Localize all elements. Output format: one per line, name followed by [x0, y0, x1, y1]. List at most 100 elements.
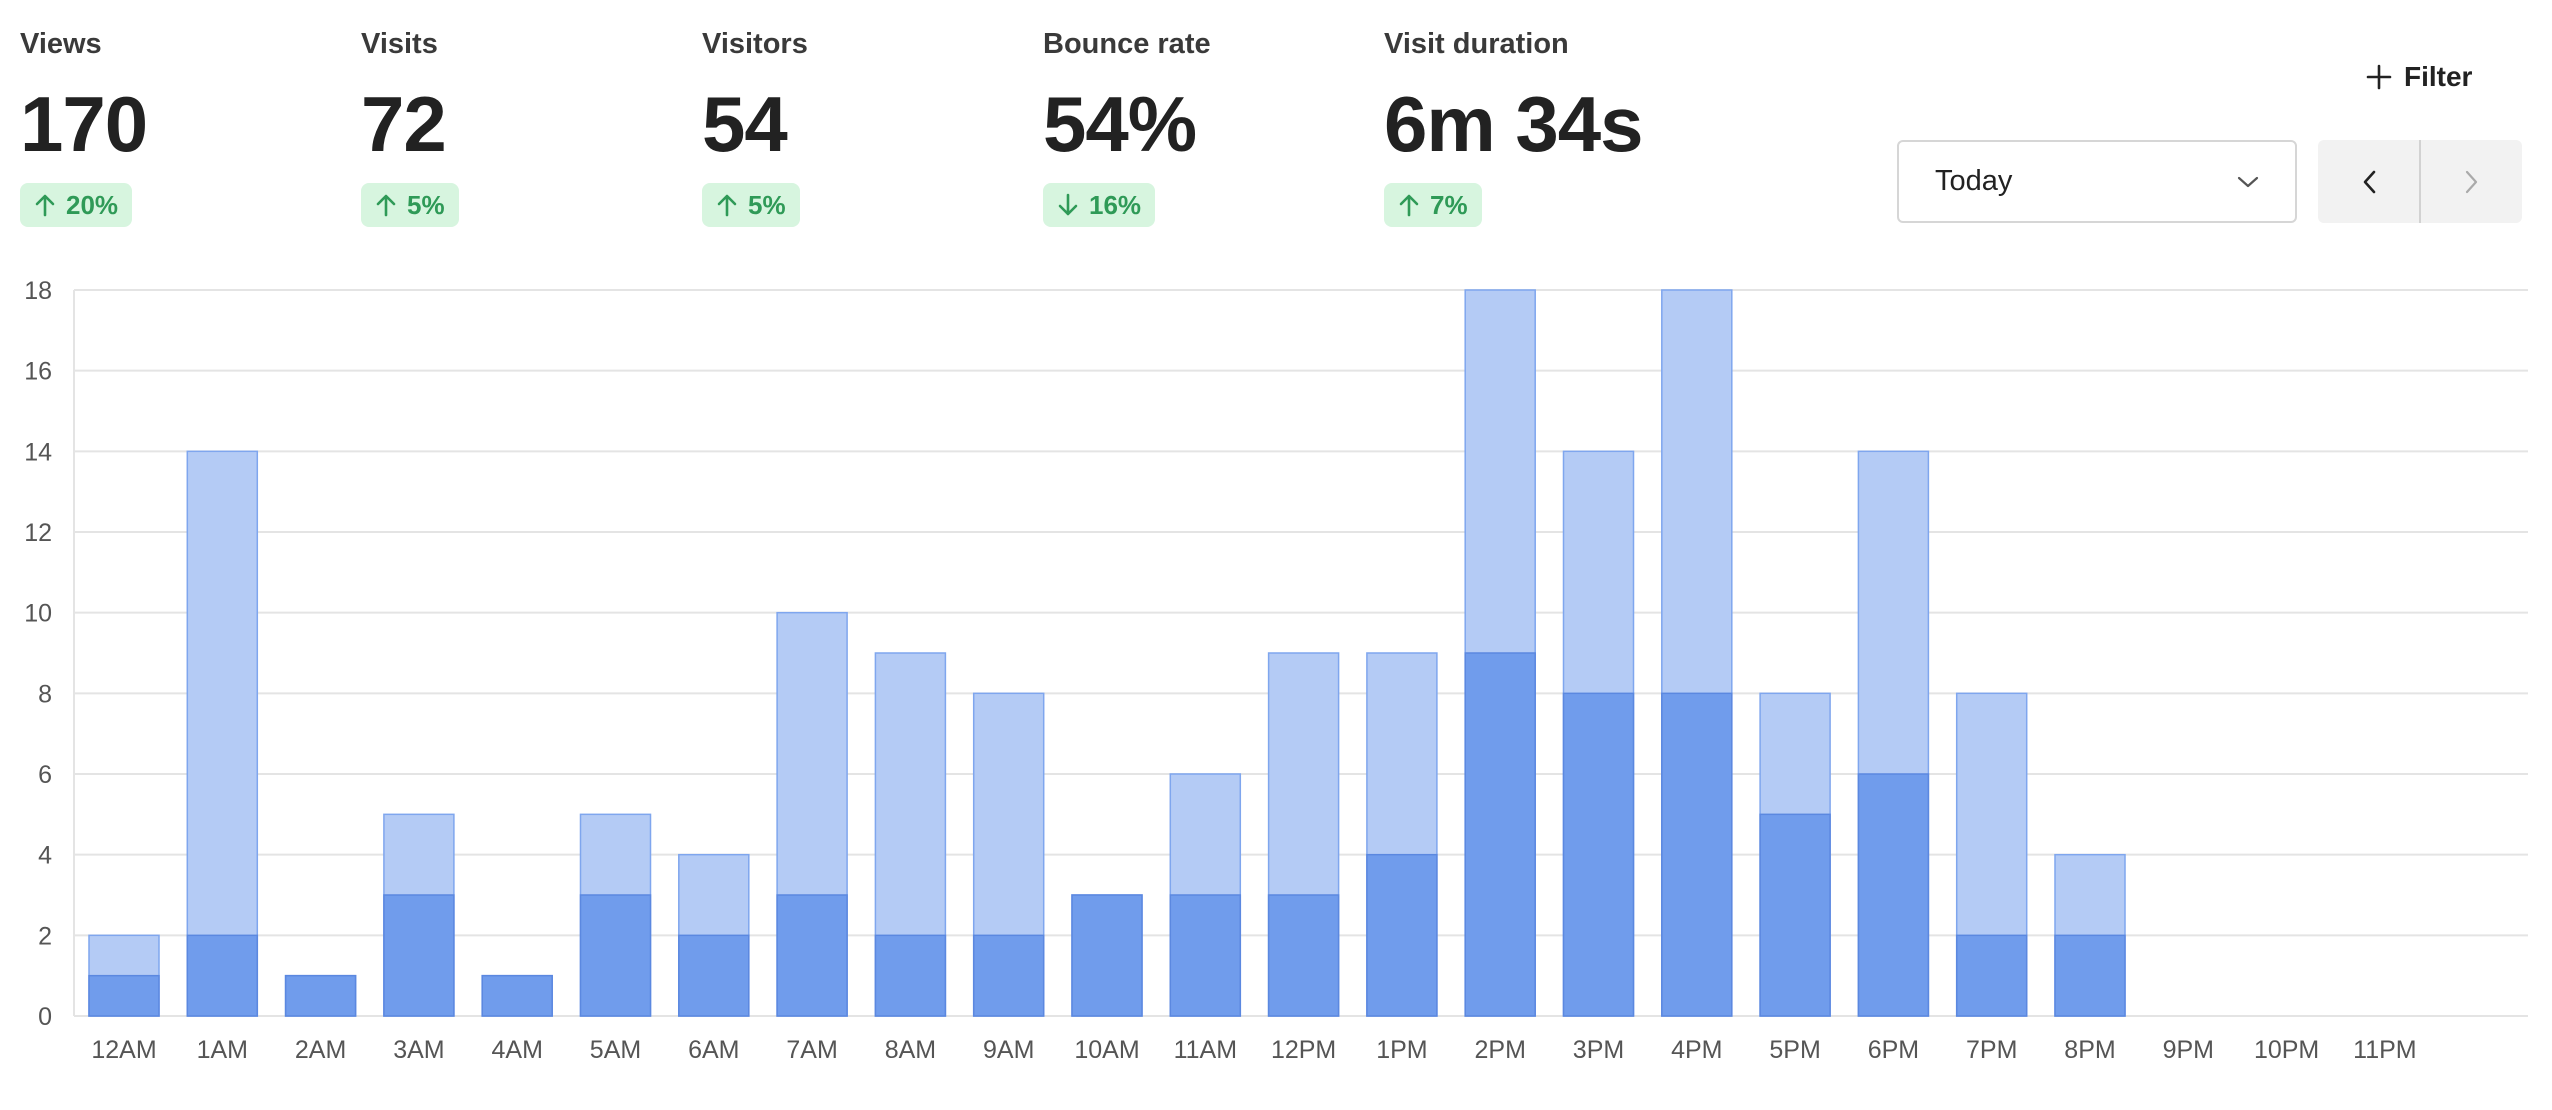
visitors-bar[interactable] — [1464, 652, 1536, 1017]
x-tick-label: 1PM — [1376, 1036, 1427, 1064]
x-tick-label: 10PM — [2254, 1036, 2319, 1064]
metric-change-value: 16% — [1089, 190, 1142, 220]
visitors-bar[interactable] — [383, 894, 455, 1017]
x-tick-label: 12AM — [91, 1036, 156, 1064]
y-tick-label: 10 — [24, 600, 52, 628]
y-axis-ticks: 0 2 4 6 8 10 12 14 16 18 — [24, 277, 52, 1031]
metric-views: Views 170 20% — [20, 28, 148, 227]
visitors-bar[interactable] — [1759, 813, 1831, 1017]
visitors-bar[interactable] — [1366, 853, 1438, 1017]
x-tick-label: 4PM — [1671, 1036, 1722, 1064]
visitors-bar[interactable] — [284, 974, 357, 1017]
visitors-bar[interactable] — [1955, 934, 2028, 1017]
visitors-bar[interactable] — [1857, 773, 1930, 1017]
next-period-button[interactable] — [2421, 140, 2522, 223]
x-tick-label: 9PM — [2163, 1036, 2214, 1064]
visitors-series — [88, 652, 2126, 1017]
x-tick-label: 2AM — [295, 1036, 346, 1064]
nav-divider — [2419, 140, 2421, 223]
x-tick-label: 4AM — [491, 1036, 542, 1064]
views-bar[interactable] — [186, 450, 259, 1017]
metric-change-value: 20% — [66, 190, 119, 220]
arrow-up-icon — [35, 194, 55, 217]
x-tick-label: 5AM — [590, 1036, 641, 1064]
metric-label: Bounce rate — [1043, 28, 1211, 60]
visitors-bar[interactable] — [88, 974, 160, 1017]
y-tick-label: 6 — [38, 761, 52, 789]
x-tick-label: 7AM — [786, 1036, 837, 1064]
metric-visits: Visits 72 5% — [361, 30, 459, 227]
x-tick-label: 11AM — [1174, 1036, 1237, 1064]
visitors-bar[interactable] — [1562, 692, 1635, 1017]
y-tick-label: 0 — [38, 1003, 52, 1031]
x-tick-label: 8PM — [2064, 1036, 2115, 1064]
x-tick-label: 12PM — [1271, 1036, 1336, 1064]
metric-visit-duration: Visit duration 6m 34s 7% — [1384, 28, 1644, 227]
metric-label: Visits — [361, 28, 438, 60]
y-tick-label: 8 — [38, 680, 52, 708]
plus-icon — [2366, 64, 2392, 90]
visitors-bar[interactable] — [579, 894, 652, 1017]
x-tick-label: 2PM — [1474, 1036, 1525, 1064]
x-tick-label: 8AM — [885, 1036, 936, 1064]
previous-period-button[interactable] — [2318, 140, 2419, 223]
visitors-bar[interactable] — [776, 894, 848, 1017]
x-tick-label: 5PM — [1769, 1036, 1820, 1064]
metric-label: Visitors — [702, 28, 808, 60]
hourly-bar-chart: 0 2 4 6 8 10 12 14 16 18 12AM 1AM 2AM 3AM 4AM 5AM 6AM 7A… — [24, 277, 2528, 1064]
metric-bounce-rate: Bounce rate 54% 16% — [1043, 30, 1211, 227]
x-tick-label: 6AM — [688, 1036, 739, 1064]
visitors-bar[interactable] — [186, 934, 259, 1017]
x-tick-label: 3AM — [393, 1036, 444, 1064]
visitors-bar[interactable] — [874, 934, 947, 1017]
y-tick-label: 2 — [38, 922, 52, 950]
date-navigation — [2318, 140, 2522, 223]
x-tick-label: 7PM — [1966, 1036, 2017, 1064]
metric-change-badge: 16% — [1043, 183, 1156, 227]
chevron-right-icon — [2465, 170, 2477, 193]
metric-change-badge: 7% — [1384, 183, 1482, 227]
x-tick-label: 3PM — [1573, 1036, 1624, 1064]
metric-label: Visit duration — [1384, 28, 1569, 60]
y-tick-label: 16 — [24, 358, 52, 386]
metric-change-badge: 5% — [361, 183, 459, 227]
metric-value: 54 — [702, 80, 788, 168]
visitors-bar[interactable] — [1267, 894, 1340, 1017]
chevron-left-icon — [2363, 170, 2375, 193]
x-axis-ticks: 12AM 1AM 2AM 3AM 4AM 5AM 6AM 7AM 8AM 9AM 10AM 11AM 1… — [91, 1036, 2416, 1064]
x-tick-label: 9AM — [983, 1036, 1034, 1064]
y-tick-label: 14 — [24, 438, 52, 466]
metric-value: 170 — [20, 80, 148, 168]
arrow-up-icon — [717, 194, 737, 217]
x-tick-label: 10AM — [1074, 1036, 1139, 1064]
metric-change-value: 7% — [1430, 190, 1468, 220]
visitors-bar[interactable] — [678, 934, 750, 1017]
metric-value: 72 — [361, 80, 447, 168]
arrow-up-icon — [1399, 194, 1419, 217]
visitors-bar[interactable] — [972, 934, 1045, 1017]
x-tick-label: 11PM — [2353, 1036, 2416, 1064]
x-tick-label: 1AM — [197, 1036, 248, 1064]
visitors-bar[interactable] — [1071, 894, 1143, 1017]
visitors-bar[interactable] — [1661, 692, 1733, 1017]
metric-label: Views — [20, 28, 102, 60]
y-tick-label: 12 — [24, 519, 52, 547]
visitors-bar[interactable] — [2054, 934, 2126, 1017]
y-tick-label: 4 — [38, 842, 52, 870]
date-range-select[interactable]: Today — [1897, 140, 2297, 223]
metric-change-badge: 5% — [702, 183, 800, 227]
metric-value: 6m 34s — [1384, 80, 1644, 168]
filter-button-label: Filter — [2404, 61, 2473, 92]
filter-button[interactable]: Filter — [2358, 52, 2538, 102]
visitors-bar[interactable] — [1169, 894, 1242, 1017]
metric-change-value: 5% — [748, 190, 786, 220]
arrow-down-icon — [1058, 193, 1078, 216]
chevron-down-icon — [2237, 176, 2259, 187]
y-tick-label: 18 — [24, 277, 52, 305]
visitors-bar[interactable] — [481, 974, 553, 1017]
metric-change-badge: 20% — [20, 183, 133, 227]
x-tick-label: 6PM — [1868, 1036, 1919, 1064]
metric-visitors: Visitors 54 5% — [702, 30, 808, 227]
metric-value: 54% — [1043, 80, 1197, 168]
metric-change-value: 5% — [407, 190, 445, 220]
